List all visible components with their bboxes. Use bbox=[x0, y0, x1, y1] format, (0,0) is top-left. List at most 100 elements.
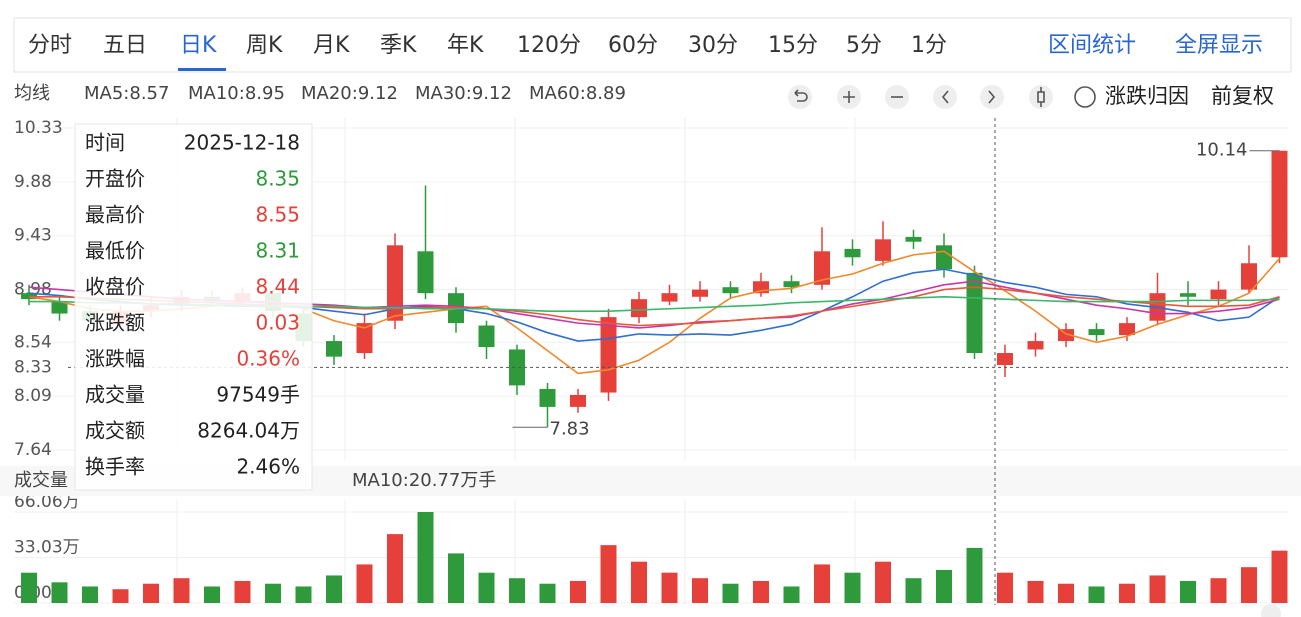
tab[interactable]: 1分 bbox=[911, 33, 947, 58]
tooltip-value: 2.46% bbox=[236, 455, 300, 479]
option[interactable]: 涨跌归因 bbox=[1105, 84, 1189, 108]
candle-body bbox=[783, 281, 800, 288]
y-tick-label: 9.43 bbox=[14, 226, 52, 246]
tab[interactable]: 60分 bbox=[608, 33, 658, 58]
volume-bar bbox=[1271, 550, 1288, 603]
tooltip bbox=[74, 123, 313, 491]
candle-body bbox=[1058, 329, 1074, 342]
volume-bar bbox=[509, 578, 525, 603]
tooltip-label: 成交额 bbox=[85, 419, 145, 443]
volume-bar bbox=[21, 572, 37, 603]
volume-bar bbox=[417, 512, 434, 603]
candle-body bbox=[600, 317, 617, 393]
volume-bar bbox=[844, 572, 861, 603]
candle-body bbox=[997, 353, 1013, 366]
volume-bar bbox=[539, 583, 556, 603]
tooltip-value: 2025-12-18 bbox=[184, 131, 300, 155]
tooltip-label: 收盘价 bbox=[85, 275, 145, 299]
action[interactable]: 区间统计 bbox=[1048, 33, 1136, 58]
volume-bar bbox=[204, 586, 220, 603]
volume-bar bbox=[1210, 578, 1227, 603]
volume-title: 成交量 bbox=[14, 470, 68, 491]
action[interactable]: 全屏显示 bbox=[1175, 33, 1263, 58]
candle-body bbox=[51, 301, 68, 314]
candle-body bbox=[905, 236, 922, 242]
candle-body bbox=[1271, 150, 1288, 258]
candle-body bbox=[1180, 293, 1196, 297]
candle-body bbox=[753, 281, 769, 294]
tab[interactable]: 季K bbox=[380, 33, 417, 58]
tooltip-label: 最低价 bbox=[85, 239, 145, 263]
ma-legend: MA30:9.12 bbox=[415, 83, 512, 104]
tab[interactable]: 5分 bbox=[846, 33, 882, 58]
y-tick-label: 7.64 bbox=[14, 440, 52, 460]
volume-bar bbox=[112, 589, 129, 603]
candle-body bbox=[356, 323, 373, 354]
volume-bar bbox=[1088, 586, 1105, 603]
tooltip-value: 97549手 bbox=[216, 383, 300, 407]
candle-body bbox=[936, 245, 952, 270]
tooltip-value: 0.03 bbox=[255, 311, 300, 335]
volume-bar bbox=[631, 561, 647, 603]
tooltip-label: 涨跌幅 bbox=[85, 347, 145, 371]
candle-body bbox=[326, 341, 342, 357]
volume-bar bbox=[997, 572, 1013, 603]
volume-bar bbox=[51, 582, 68, 603]
volume-bar bbox=[265, 583, 281, 603]
candle-body bbox=[1027, 341, 1044, 350]
tooltip-value: 8.55 bbox=[255, 203, 300, 227]
tab[interactable]: 年K bbox=[447, 33, 484, 58]
volume-bar bbox=[356, 564, 373, 603]
y-tick-label: 9.88 bbox=[14, 172, 52, 192]
tab[interactable]: 周K bbox=[246, 33, 283, 58]
tab[interactable]: 15分 bbox=[768, 33, 818, 58]
volume-bar bbox=[753, 580, 769, 603]
candle-body bbox=[814, 251, 830, 285]
candle-body bbox=[1088, 329, 1105, 336]
tooltip-value: 8264.04万 bbox=[197, 419, 300, 443]
volume-legend: MA10:20.77万手 bbox=[352, 470, 496, 491]
ma-legend: MA10:8.95 bbox=[188, 83, 285, 104]
candle-body bbox=[875, 239, 891, 261]
candle-body bbox=[692, 289, 708, 297]
candle-body bbox=[539, 388, 556, 407]
candle-body bbox=[1210, 289, 1227, 300]
volume-bar bbox=[173, 578, 190, 603]
volume-bar bbox=[905, 578, 922, 603]
volume-bar bbox=[875, 561, 891, 603]
ma-title: 均线 bbox=[14, 83, 50, 104]
volume-bar bbox=[1027, 580, 1044, 603]
volume-bar bbox=[448, 553, 464, 603]
toolbar-icons bbox=[788, 85, 1281, 617]
tab[interactable]: 30分 bbox=[688, 33, 738, 58]
volume-bar bbox=[722, 583, 739, 603]
max-label: 10.14 bbox=[1196, 140, 1248, 161]
option[interactable]: 前复权 bbox=[1211, 84, 1274, 108]
candle-body bbox=[387, 245, 403, 321]
tooltip-value: 8.31 bbox=[255, 239, 300, 263]
volume-bar bbox=[295, 586, 312, 603]
tab[interactable]: 分时 bbox=[28, 33, 72, 58]
volume-bar bbox=[1058, 583, 1074, 603]
toolbar bbox=[13, 17, 1292, 73]
tab[interactable]: 五日 bbox=[103, 33, 147, 58]
volume-bar bbox=[1180, 580, 1196, 603]
volume-bar bbox=[1119, 583, 1135, 603]
tab[interactable]: 120分 bbox=[517, 33, 581, 58]
volume-tick-label: 66.06万 bbox=[14, 492, 80, 512]
crosshair-label: 8.33 bbox=[14, 357, 52, 377]
tab[interactable]: 日K bbox=[180, 33, 217, 58]
tab[interactable]: 月K bbox=[313, 33, 350, 58]
candle-body bbox=[570, 394, 586, 407]
tab-underline bbox=[178, 68, 226, 71]
volume-bar bbox=[82, 586, 98, 603]
candle-body bbox=[722, 287, 739, 294]
candle-body bbox=[509, 349, 525, 386]
volume-tick-label: 33.03万 bbox=[14, 538, 80, 558]
candle-body bbox=[1241, 263, 1257, 290]
volume-bar bbox=[1241, 567, 1257, 603]
candle-body bbox=[1119, 323, 1135, 336]
volume-bar bbox=[783, 586, 800, 603]
volume-bar bbox=[936, 569, 952, 603]
